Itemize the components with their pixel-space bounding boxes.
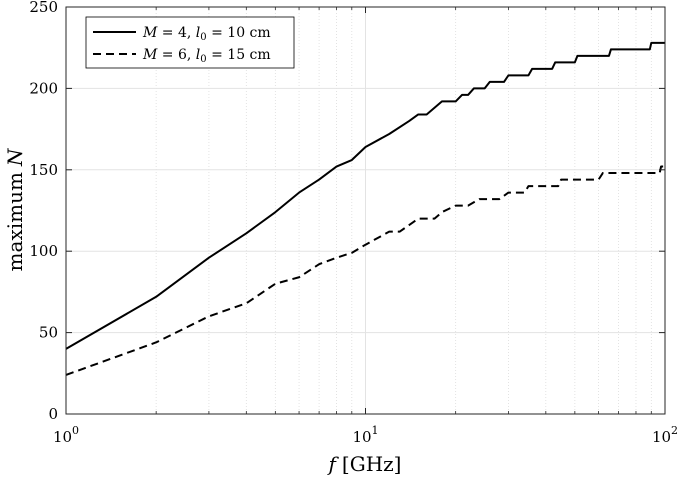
y-tick-label: 250 [29,0,58,16]
x-tick-labels: 100 101 102 [53,424,677,446]
y-axis-text: maximum [3,172,27,271]
series-layer [65,41,665,376]
y-tick-label: 100 [29,242,58,260]
legend-entry-series-1: M = 4, l0 = 10 cm [142,25,271,43]
legend-box [85,16,295,69]
y-tick-label: 150 [29,161,58,179]
y-tick-label: 0 [48,405,58,423]
series-line-2 [65,165,665,376]
tick-marks [65,6,666,415]
series-line-1 [65,41,665,350]
x-tick-label: 102 [652,424,677,446]
y-tick-label: 200 [29,79,58,97]
legend: M = 4, l0 = 10 cm M = 6, l0 = 15 cm [85,16,295,69]
y-tick-labels: 0 50 100 150 200 250 [29,0,58,423]
y-tick-label: 50 [39,324,58,342]
legend-entry-series-2: M = 6, l0 = 15 cm [142,47,271,65]
y-axis-label: maximum N [3,147,27,271]
y-axis-variable: N [3,147,27,167]
x-tick-label: 101 [352,424,378,446]
x-axis-unit: [GHz] [342,452,402,476]
x-tick-label: 100 [53,424,79,446]
